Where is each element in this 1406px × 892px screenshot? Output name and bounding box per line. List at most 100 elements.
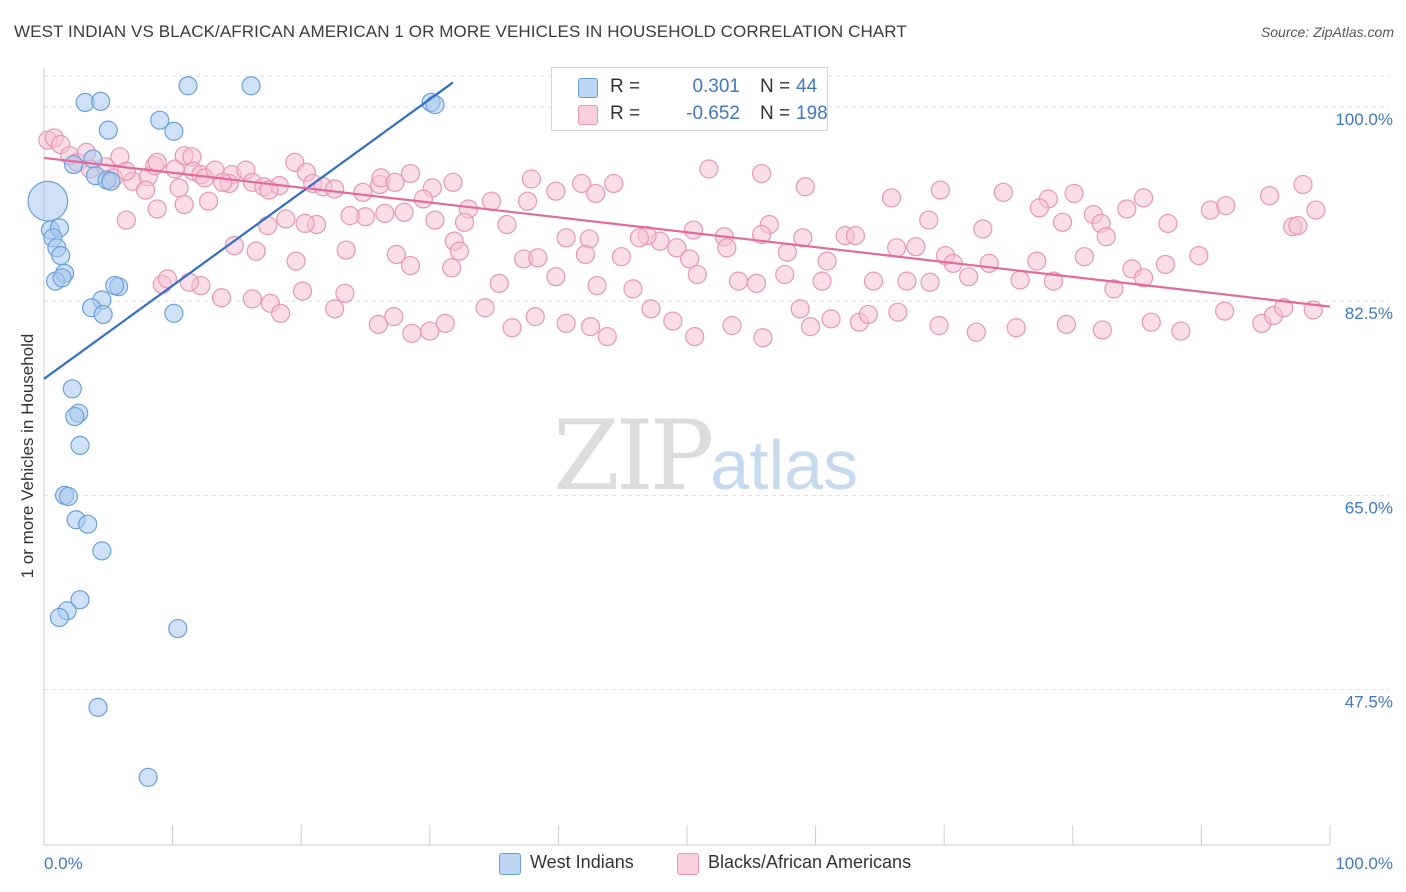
west-indian-point — [88, 697, 108, 717]
black-african-american-point — [667, 238, 687, 258]
black-african-american-point — [753, 328, 773, 348]
legend-n-label: N = — [760, 103, 791, 124]
west-indian-point — [65, 406, 85, 427]
black-african-american-point — [443, 172, 463, 192]
correlation-legend: R = 0.301 N = 44 R = -0.652 N = 198 — [551, 67, 828, 131]
black-african-american-point — [1043, 271, 1064, 291]
y-tick-label: 82.5% — [1345, 304, 1393, 323]
chart-title: WEST INDIAN VS BLACK/AFRICAN AMERICAN 1 … — [14, 22, 907, 41]
black-african-american-point — [169, 178, 189, 198]
black-african-american-point — [575, 244, 596, 265]
black-african-american-point — [386, 244, 406, 265]
black-african-american-point — [586, 183, 606, 204]
watermark-zip: ZIP — [553, 400, 714, 512]
black-african-american-point — [517, 191, 538, 211]
black-african-american-point — [1214, 301, 1235, 321]
black-african-american-point — [611, 247, 632, 267]
black-african-american-point — [1092, 320, 1112, 340]
black-african-american-point — [683, 220, 704, 240]
black-african-american-point — [777, 242, 797, 262]
west-indian-point — [98, 120, 118, 140]
black-african-american-point — [385, 172, 405, 192]
black-african-american-point — [242, 289, 262, 309]
black-african-american-point — [413, 189, 433, 209]
black-african-american-point — [340, 206, 360, 226]
black-african-american-point — [687, 264, 707, 285]
black-african-american-point — [1006, 318, 1026, 338]
black-african-american-point — [556, 313, 576, 333]
west-indian-point — [51, 245, 71, 266]
black-african-american-point — [292, 281, 313, 301]
black-african-american-point — [259, 180, 279, 200]
west-indian-point — [105, 275, 125, 296]
west-indian-point — [150, 110, 170, 130]
black-african-american-point — [966, 322, 986, 342]
black-african-american-point — [751, 163, 772, 184]
black-african-american-point — [887, 238, 907, 258]
black-african-american-point — [325, 299, 345, 319]
black-african-american-point — [335, 283, 355, 303]
black-african-american-point — [1096, 227, 1116, 247]
black-african-american-point — [400, 163, 421, 184]
black-african-american-point — [699, 159, 719, 179]
x-tick-label: 100.0% — [1335, 854, 1393, 873]
black-african-american-point — [1171, 321, 1191, 341]
black-african-american-point — [246, 241, 266, 261]
west-indian-point — [178, 76, 198, 96]
black-african-american-point — [1293, 174, 1313, 195]
west-indian-point — [241, 76, 261, 96]
black-african-american-point — [623, 279, 643, 299]
black-african-american-point — [1133, 188, 1154, 208]
west-indian-point — [90, 91, 111, 111]
west-indian-trend-line — [43, 81, 454, 380]
black-african-american-point — [1288, 216, 1308, 236]
black-african-american-point — [1029, 198, 1049, 218]
black-african-american-point — [751, 224, 772, 245]
legend-n-label: N = — [760, 76, 791, 97]
y-tick-label: 65.0% — [1345, 498, 1393, 517]
black-african-american-point — [116, 161, 136, 181]
black-african-american-point — [897, 271, 917, 291]
legend-label: West Indians — [530, 852, 634, 872]
west-indian-point — [164, 121, 184, 141]
black-african-american-point — [793, 228, 813, 248]
black-african-american-point — [604, 173, 624, 194]
black-african-american-point — [211, 288, 232, 308]
legend-r-value: 0.301 — [692, 76, 740, 97]
series-legend: West Indians Blacks/African Americans — [0, 852, 1406, 876]
black-african-american-point — [174, 194, 194, 215]
black-african-american-point — [629, 228, 650, 248]
black-african-american-point — [435, 313, 455, 333]
west-indian-point — [92, 541, 112, 561]
west-indian-point — [58, 486, 79, 507]
black-african-american-point — [571, 173, 592, 194]
black-african-american-point — [325, 179, 345, 199]
black-african-american-point — [295, 213, 315, 233]
black-african-american-point — [1259, 186, 1280, 206]
black-african-american-point — [442, 258, 462, 278]
black-african-american-point — [525, 307, 545, 327]
black-african-american-point — [400, 255, 421, 276]
black-african-american-point — [1274, 298, 1294, 318]
black-african-american-point — [546, 181, 566, 201]
black-african-american-point — [116, 210, 136, 230]
black-african-american-point — [919, 210, 939, 230]
x-tick-label: 0.0% — [44, 854, 83, 873]
black-african-american-point — [597, 327, 617, 347]
black-african-american-point — [179, 272, 199, 292]
black-african-american-point — [1064, 183, 1084, 204]
black-african-american-point — [454, 212, 475, 232]
west-indian-point — [168, 618, 188, 639]
watermark: ZIPatlas — [553, 400, 858, 512]
black-african-american-point — [521, 169, 541, 189]
black-african-american-point — [258, 216, 278, 236]
legend-label: Blacks/African Americans — [708, 852, 912, 872]
west-indian-point — [70, 435, 90, 455]
black-african-american-point — [384, 307, 404, 327]
y-tick-label: 100.0% — [1335, 110, 1393, 129]
black-african-american-point — [147, 199, 167, 219]
black-african-american-point — [286, 251, 306, 271]
black-african-american-point — [795, 177, 815, 197]
west-indian-point — [49, 607, 70, 628]
black-african-american-point — [888, 302, 908, 322]
